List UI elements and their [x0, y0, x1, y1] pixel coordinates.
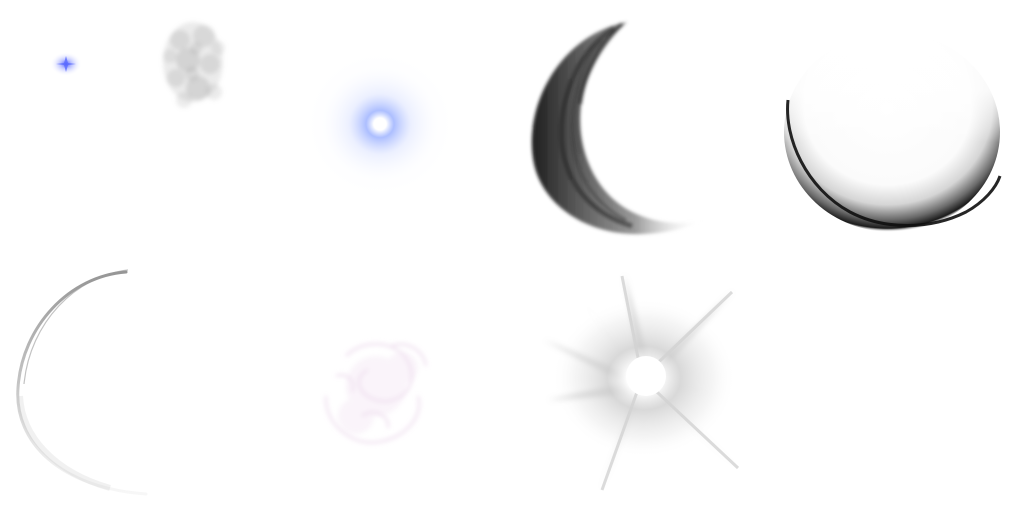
faint-pink-smoke-icon	[306, 316, 448, 462]
gray-smoke-cloud-icon	[148, 12, 238, 116]
gray-burst-explosion-icon	[534, 270, 750, 496]
dark-crescent-slash-icon	[522, 14, 722, 244]
small-blue-sparkle-icon	[44, 44, 88, 84]
blue-glow-orb-icon	[300, 46, 460, 202]
thin-arc-swoosh-icon	[10, 266, 170, 502]
moon-crescent-shadow-icon	[780, 30, 1006, 234]
